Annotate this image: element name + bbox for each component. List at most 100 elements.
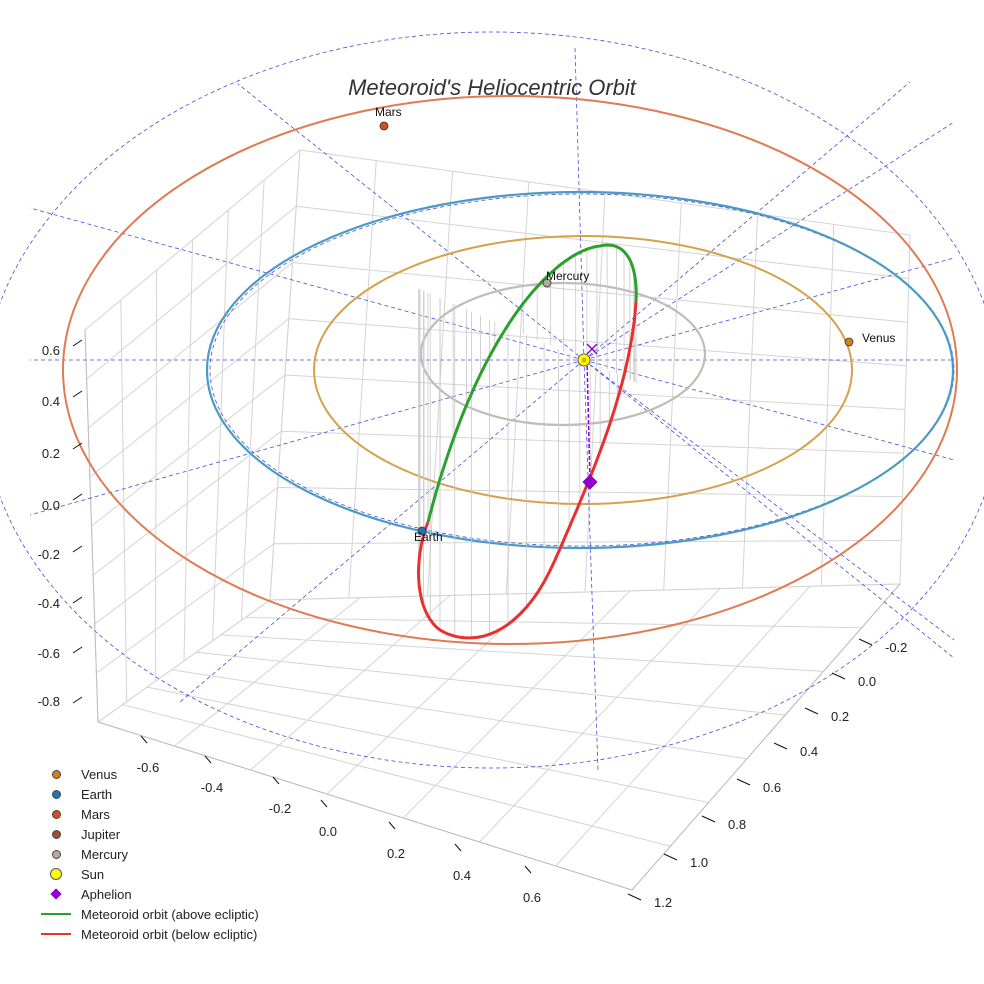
grid-line <box>479 588 721 843</box>
grid-line <box>154 269 158 682</box>
guide-ray <box>583 81 911 361</box>
grid-line <box>183 239 193 662</box>
legend-marker-icon <box>40 884 72 904</box>
grid-line <box>220 634 824 672</box>
z-tick-label: -0.8 <box>38 694 60 709</box>
x-tick-mark <box>320 799 328 808</box>
mars-orbit <box>62 95 958 645</box>
orbit-layer <box>62 95 958 645</box>
guide-layer <box>0 31 984 771</box>
legend-item: Meteoroid orbit (above ecliptic) <box>40 904 259 924</box>
venus-marker <box>844 337 854 347</box>
aphelion-marker <box>582 474 598 490</box>
guide-ray <box>583 359 955 641</box>
grid-line <box>284 374 906 410</box>
legend-label: Meteoroid orbit (below ecliptic) <box>81 926 258 942</box>
meteoroid-layer <box>416 243 638 640</box>
legend: Venus Earth Mars Jupiter Mercury Sun Aphelion M… <box>40 764 259 944</box>
meteoroid-start-x-icon <box>586 343 598 355</box>
guide-ray <box>237 83 585 361</box>
grid-line <box>296 205 909 280</box>
y-tick-label: 0.0 <box>858 674 876 689</box>
x-tick-label: -0.4 <box>201 780 223 795</box>
z-tick-label: 0.0 <box>42 498 60 513</box>
earth-orbit <box>205 190 955 550</box>
x-tick-label: 0.6 <box>523 890 541 905</box>
y-tick-label: 0.2 <box>831 709 849 724</box>
y-tick-label: -0.2 <box>885 640 907 655</box>
axis-edge <box>97 721 633 891</box>
legend-item: Jupiter <box>40 824 259 844</box>
grid-line <box>97 599 271 723</box>
z-tick-label: -0.4 <box>38 596 60 611</box>
z-tick-mark <box>72 696 83 704</box>
sun-core <box>581 357 587 363</box>
tick-layer: 0.6 0.4 0.2 0.0 -0.2 -0.4 -0.6 -0.8 -0.6 -0.4 -0.2… <box>38 339 907 910</box>
aphelion-line <box>586 359 591 483</box>
x-tick-mark <box>204 755 212 764</box>
legend-label: Sun <box>81 866 105 882</box>
y-tick-label: 1.0 <box>690 855 708 870</box>
guide-ray <box>179 359 585 703</box>
grid-line <box>173 597 361 747</box>
grid-line <box>245 616 862 629</box>
legend-label: Mars <box>81 806 110 822</box>
legend-marker-icon <box>40 784 72 804</box>
grid-line <box>269 149 301 601</box>
x-tick-mark <box>454 843 462 852</box>
grid-line <box>171 669 747 760</box>
ecliptic-guide-ellipse <box>209 193 955 547</box>
x-tick-mark <box>524 865 532 874</box>
x-tick-label: 0.2 <box>387 846 405 861</box>
x-tick-mark <box>140 735 148 744</box>
mercury-label: Mercury <box>546 269 589 283</box>
earth-marker <box>417 526 427 536</box>
legend-item: Sun <box>40 864 259 884</box>
grid-line <box>196 651 786 716</box>
y-tick-mark <box>804 707 819 715</box>
x-tick-label: -0.6 <box>137 760 159 775</box>
z-tick-mark <box>72 442 83 450</box>
z-tick-label: 0.6 <box>42 343 60 358</box>
ecliptic-guide-ellipse <box>0 31 984 769</box>
venus-label: Venus <box>862 331 895 345</box>
z-tick-label: -0.6 <box>38 646 60 661</box>
y-tick-mark <box>701 815 716 823</box>
mars-marker <box>379 121 389 131</box>
legend-label: Venus <box>81 766 118 782</box>
z-tick-mark <box>72 493 83 501</box>
mercury-marker <box>542 278 552 288</box>
x-tick-label: 0.0 <box>319 824 337 839</box>
guide-ray <box>583 257 955 361</box>
grid-line <box>277 487 903 498</box>
y-tick-mark <box>627 893 642 901</box>
meteoroid-orbit-above <box>426 243 638 523</box>
legend-item: Venus <box>40 764 259 784</box>
legend-item: Aphelion <box>40 884 259 904</box>
legend-item: Mars <box>40 804 259 824</box>
y-tick-mark <box>831 672 846 680</box>
grid-line <box>273 539 902 545</box>
axis-edge <box>631 583 901 891</box>
guide-ray <box>583 359 955 659</box>
guide-ray <box>583 359 599 771</box>
axis-edge <box>84 329 99 723</box>
earth-label: Earth <box>414 530 443 544</box>
legend-marker-icon <box>40 824 72 844</box>
y-tick-mark <box>663 853 678 861</box>
guide-ray <box>29 359 585 516</box>
mercury-orbit <box>419 281 707 427</box>
z-tick-mark <box>72 339 83 347</box>
legend-label: Meteoroid orbit (above ecliptic) <box>81 906 259 922</box>
grid-line <box>120 299 128 702</box>
x-tick-mark <box>388 821 396 830</box>
legend-label: Earth <box>81 786 113 802</box>
venus-orbit <box>313 235 853 505</box>
x-tick-mark <box>272 776 280 785</box>
z-tick-mark <box>72 390 83 398</box>
y-tick-label: 0.8 <box>728 817 746 832</box>
grid-line <box>402 590 631 819</box>
z-tick-label: 0.2 <box>42 446 60 461</box>
mars-label: Mars <box>375 105 402 119</box>
